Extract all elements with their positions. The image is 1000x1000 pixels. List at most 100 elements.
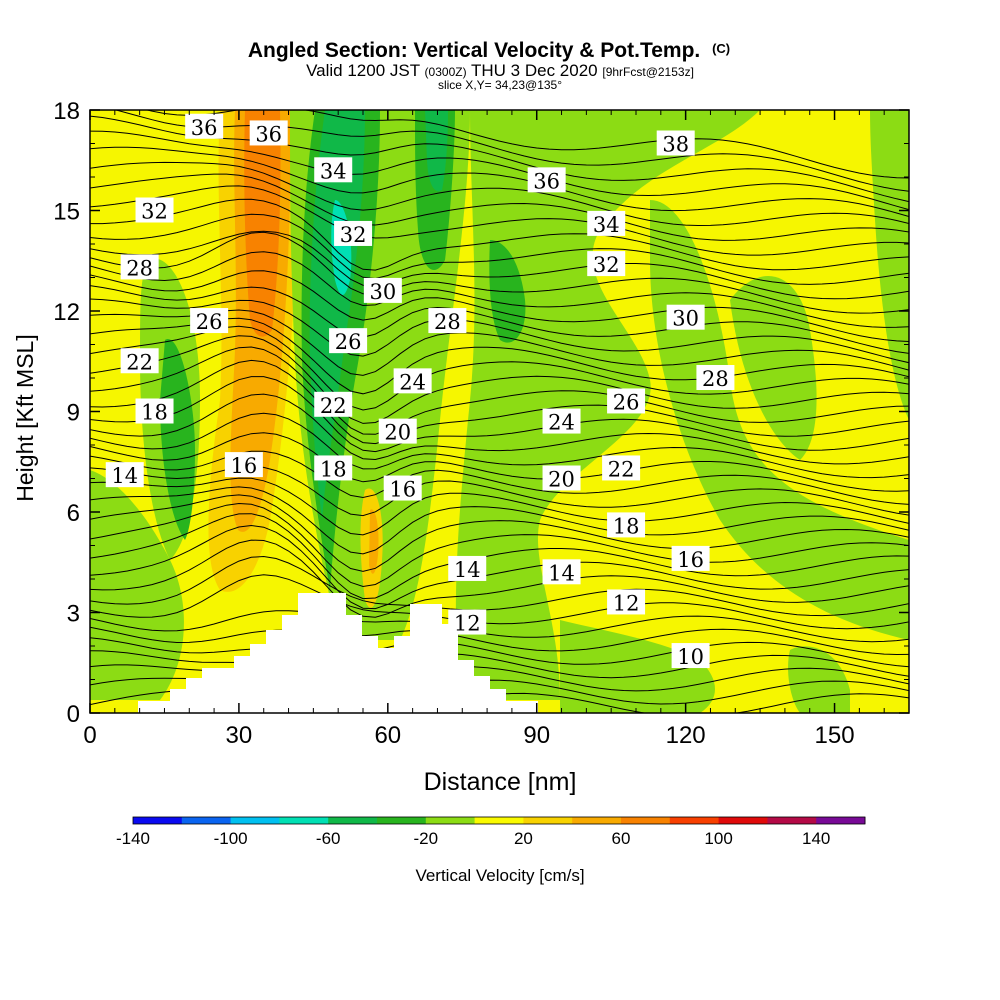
contour-label: 34 bbox=[314, 157, 353, 183]
x-tick-label-4: 120 bbox=[666, 722, 706, 749]
contour-label-text: 18 bbox=[320, 457, 347, 481]
contour-label-text: 22 bbox=[126, 350, 153, 374]
isentrope-line bbox=[90, 251, 909, 328]
contour-label: 24 bbox=[393, 368, 432, 394]
isentrope-line bbox=[90, 412, 909, 479]
y-tick-label-4: 12 bbox=[53, 299, 80, 326]
isentrope-line bbox=[90, 285, 909, 354]
isentrope-line bbox=[90, 298, 909, 364]
contour-label: 26 bbox=[329, 328, 368, 354]
contour-label-text: 14 bbox=[454, 558, 481, 582]
contour-label-text: 12 bbox=[613, 591, 640, 615]
colorbar-tick-label: -60 bbox=[316, 829, 341, 848]
isentrope-line bbox=[90, 185, 909, 256]
contour-label-text: 38 bbox=[662, 133, 689, 157]
contour-label: 30 bbox=[666, 304, 705, 331]
isentrope-line bbox=[90, 494, 909, 572]
x-tick-label-5: 150 bbox=[815, 722, 855, 749]
contour-label: 22 bbox=[314, 391, 353, 418]
isentrope-line bbox=[90, 539, 909, 618]
contour-label: 36 bbox=[185, 113, 224, 140]
y-tick-label-5: 15 bbox=[53, 199, 80, 226]
chart-subtitle: Valid 1200 JST (0300Z) THU 3 Dec 2020 [9… bbox=[306, 61, 694, 80]
contour-label-text: 16 bbox=[231, 454, 258, 478]
colorbar-swatch bbox=[816, 817, 866, 824]
colorbar-tick-label: -100 bbox=[214, 829, 248, 848]
contour-label-text: 22 bbox=[608, 457, 635, 481]
colorbar-tick-label: -20 bbox=[414, 829, 439, 848]
colorbar-tick-label: 100 bbox=[704, 829, 732, 848]
velocity-field bbox=[90, 110, 909, 713]
isentrope-line bbox=[90, 650, 909, 679]
contour-label: 16 bbox=[671, 545, 710, 572]
colorbar-tick-label: -140 bbox=[116, 829, 150, 848]
potential-temperature-contours bbox=[90, 110, 909, 713]
isentrope-line bbox=[90, 376, 909, 453]
isentrope-line bbox=[90, 115, 909, 203]
contour-label-text: 32 bbox=[340, 223, 367, 247]
contour-label: 18 bbox=[607, 512, 646, 538]
colorbar-swatch bbox=[523, 817, 573, 824]
contour-label: 12 bbox=[448, 609, 487, 636]
isentrope-line bbox=[90, 173, 909, 241]
isentrope-line bbox=[90, 574, 909, 630]
chart-title: Angled Section: Vertical Velocity & Pot.… bbox=[248, 39, 730, 62]
contour-label: 22 bbox=[602, 455, 641, 481]
contour-label: 32 bbox=[135, 197, 174, 224]
contour-label-text: 26 bbox=[196, 310, 223, 334]
contour-label: 14 bbox=[105, 462, 144, 488]
isentrope-line bbox=[90, 335, 909, 424]
isentrope-line bbox=[90, 432, 909, 492]
isentrope-line bbox=[90, 270, 909, 342]
contour-label-text: 32 bbox=[141, 200, 168, 224]
contour-label-text: 34 bbox=[593, 213, 620, 237]
isentrope-line bbox=[90, 359, 909, 445]
contour-label: 32 bbox=[587, 251, 626, 277]
isentrope-line bbox=[90, 393, 909, 465]
isentrope-line bbox=[90, 513, 909, 600]
contour-label: 36 bbox=[249, 120, 288, 146]
colorbar-swatch bbox=[621, 817, 671, 824]
contour-label-text: 28 bbox=[434, 310, 461, 334]
contour-label-text: 14 bbox=[548, 561, 575, 585]
contour-label-text: 26 bbox=[335, 330, 362, 354]
colorbar-swatch bbox=[133, 817, 183, 824]
x-axis-label: Distance [nm] bbox=[424, 768, 577, 796]
contour-label: 18 bbox=[135, 398, 174, 425]
contour-label: 28 bbox=[428, 308, 467, 334]
contour-label-text: 28 bbox=[702, 367, 729, 391]
isentrope-line bbox=[90, 637, 909, 668]
isentrope-line bbox=[90, 502, 909, 588]
contour-label-text: 30 bbox=[369, 280, 396, 304]
isentrope-line bbox=[90, 477, 909, 536]
x-tick-label-1: 30 bbox=[226, 722, 253, 749]
contour-label: 26 bbox=[190, 308, 229, 334]
isentrope-line bbox=[90, 346, 909, 435]
x-tick-label-3: 90 bbox=[523, 722, 550, 749]
slice-note: slice X,Y= 34,23@135° bbox=[438, 78, 562, 92]
colorbar-swatch bbox=[181, 817, 232, 824]
contour-label-text: 36 bbox=[255, 122, 282, 146]
isentrope-line bbox=[90, 486, 909, 555]
isentrope-line bbox=[90, 146, 909, 217]
colorbar-swatch bbox=[377, 817, 427, 824]
y-tick-label-1: 3 bbox=[67, 601, 80, 628]
x-tick-label-2: 60 bbox=[374, 722, 401, 749]
contour-label: 24 bbox=[542, 408, 581, 435]
contour-label-text: 36 bbox=[191, 116, 218, 140]
isentrope-line bbox=[90, 230, 909, 300]
x-tick-label-0: 0 bbox=[83, 722, 96, 749]
contour-label: 28 bbox=[696, 365, 735, 391]
colorbar-label: Vertical Velocity [cm/s] bbox=[415, 866, 584, 885]
contour-label: 16 bbox=[224, 452, 263, 478]
contour-label-text: 20 bbox=[384, 421, 411, 445]
contour-labels: 36 36 34 32 32 28 30 26 28 26 22 24 22 18 20 16 18 14 16 14… bbox=[105, 113, 735, 669]
contour-label: 36 bbox=[527, 167, 566, 193]
isentrope-line bbox=[90, 198, 909, 271]
contour-label-text: 26 bbox=[613, 390, 640, 414]
isentrope-line bbox=[90, 524, 909, 610]
contour-label-text: 14 bbox=[111, 464, 138, 488]
isentrope-line bbox=[90, 610, 909, 643]
